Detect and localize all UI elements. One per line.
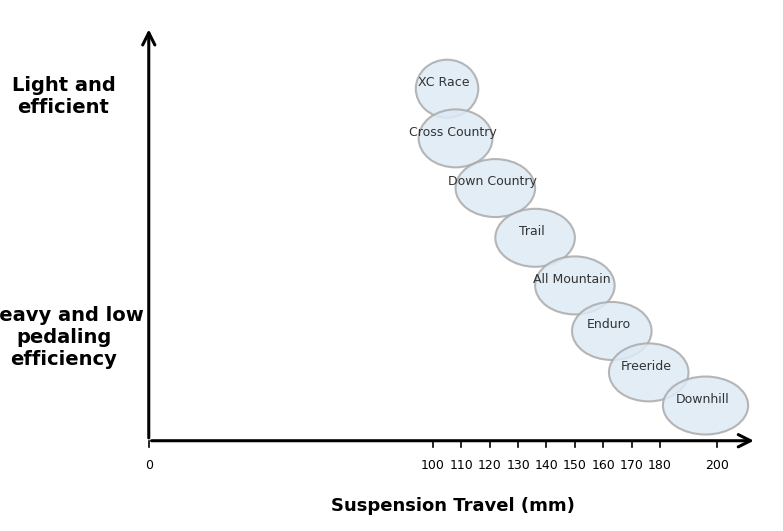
Ellipse shape	[663, 376, 748, 434]
Text: 170: 170	[619, 459, 644, 473]
Text: 100: 100	[421, 459, 445, 473]
Text: Heavy and low
pedaling
efficiency: Heavy and low pedaling efficiency	[0, 306, 144, 369]
Ellipse shape	[416, 59, 478, 118]
Text: 150: 150	[563, 459, 586, 473]
Ellipse shape	[535, 256, 615, 314]
Text: 130: 130	[506, 459, 530, 473]
Text: Light and
efficient: Light and efficient	[12, 76, 115, 117]
Text: Freeride: Freeride	[620, 359, 671, 373]
Text: XC Race: XC Race	[418, 76, 470, 89]
Text: Suspension Travel (mm): Suspension Travel (mm)	[330, 496, 575, 515]
Text: 0: 0	[145, 459, 153, 473]
Text: All Mountain: All Mountain	[533, 273, 611, 286]
Text: Downhill: Downhill	[676, 393, 730, 406]
Text: Trail: Trail	[519, 225, 545, 238]
Text: 160: 160	[591, 459, 615, 473]
Text: 140: 140	[535, 459, 558, 473]
Ellipse shape	[456, 159, 535, 217]
Text: 110: 110	[449, 459, 473, 473]
Ellipse shape	[572, 302, 651, 360]
Text: Down Country: Down Country	[448, 175, 537, 189]
Text: Enduro: Enduro	[587, 318, 631, 331]
Text: 180: 180	[648, 459, 672, 473]
Ellipse shape	[609, 344, 688, 401]
Text: Cross Country: Cross Country	[409, 126, 496, 139]
Text: 120: 120	[478, 459, 502, 473]
Text: 200: 200	[705, 459, 729, 473]
Ellipse shape	[496, 209, 575, 267]
Ellipse shape	[419, 109, 493, 167]
